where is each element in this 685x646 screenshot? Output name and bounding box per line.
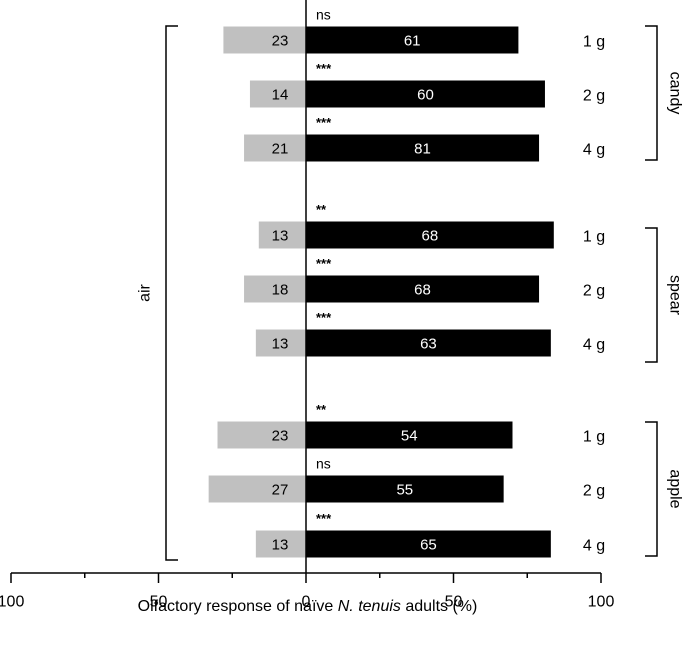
- bar-right-label: 61: [404, 33, 421, 50]
- dose-label: 4 g: [583, 142, 605, 159]
- bar-right: [306, 26, 519, 54]
- significance-label: ns: [316, 456, 331, 472]
- bar-left-label: 13: [272, 537, 289, 554]
- bar-left: [223, 26, 306, 54]
- bar-left: [244, 134, 306, 162]
- bar-left-label: 13: [272, 228, 289, 245]
- dose-label: 4 g: [583, 337, 605, 354]
- group-label-spear: spear: [667, 275, 684, 316]
- dose-label: 1 g: [583, 34, 605, 51]
- bar-right-label: 63: [420, 336, 437, 353]
- significance-label: ***: [316, 115, 332, 130]
- dose-label: 1 g: [583, 429, 605, 446]
- bar-right-label: 65: [420, 537, 437, 554]
- x-axis-label: Olfactory response of naïve N. tenuis ad…: [0, 598, 615, 616]
- group-bracket-apple: [645, 421, 658, 557]
- bar-right: [306, 221, 554, 249]
- dose-label: 2 g: [583, 283, 605, 300]
- bar-left: [244, 275, 306, 303]
- bar-left-label: 18: [272, 282, 289, 299]
- dose-label: 4 g: [583, 538, 605, 555]
- significance-label: ns: [316, 7, 331, 23]
- bar-left: [255, 530, 306, 558]
- x-tick-label: 50: [445, 594, 463, 611]
- x-tick-label: 50: [150, 594, 168, 611]
- dose-label: 2 g: [583, 88, 605, 105]
- bar-left-label: 23: [272, 428, 289, 445]
- x-tick-label: 0: [302, 594, 311, 611]
- x-tick-label: 100: [0, 594, 24, 611]
- bar-right-label: 60: [417, 87, 434, 104]
- bar-left-label: 21: [272, 141, 289, 158]
- bar-right: [306, 475, 504, 503]
- bar-left-label: 13: [272, 336, 289, 353]
- x-tick-label: 100: [588, 594, 615, 611]
- bar-left: [208, 475, 306, 503]
- significance-label: ***: [316, 310, 332, 325]
- x-axis-label-species: N. tenuis: [337, 598, 401, 615]
- bar-left-label: 23: [272, 33, 289, 50]
- significance-label: ***: [316, 61, 332, 76]
- bar-right-label: 55: [396, 482, 413, 499]
- group-bracket-spear: [645, 227, 658, 363]
- bar-right-label: 68: [422, 228, 439, 245]
- significance-label: **: [316, 202, 327, 217]
- bar-right-label: 81: [414, 141, 431, 158]
- group-label-candy: candy: [667, 72, 684, 115]
- x-axis-label-prefix: Olfactory response of naïve: [137, 598, 338, 615]
- bar-left: [258, 221, 306, 249]
- bar-left: [217, 421, 306, 449]
- bar-right: [306, 329, 551, 357]
- x-axis-label-suffix: adults (%): [400, 598, 478, 615]
- bar-right: [306, 80, 545, 108]
- bar-left-label: 14: [272, 87, 289, 104]
- significance-label: ***: [316, 511, 332, 526]
- bar-left: [249, 80, 306, 108]
- bar-right-label: 68: [414, 282, 431, 299]
- bar-right: [306, 134, 540, 162]
- group-label-apple: apple: [667, 469, 684, 508]
- significance-label: ***: [316, 256, 332, 271]
- dose-label: 1 g: [583, 229, 605, 246]
- air-bracket: [165, 25, 178, 561]
- group-bracket-candy: [645, 25, 658, 161]
- significance-label: **: [316, 402, 327, 417]
- air-bracket-label: air: [137, 283, 154, 301]
- bar-right: [306, 421, 513, 449]
- bar-left-label: 27: [272, 482, 289, 499]
- bar-left: [255, 329, 306, 357]
- dose-label: 2 g: [583, 483, 605, 500]
- bar-right: [306, 530, 551, 558]
- bar-right: [306, 275, 540, 303]
- bar-right-label: 54: [401, 428, 418, 445]
